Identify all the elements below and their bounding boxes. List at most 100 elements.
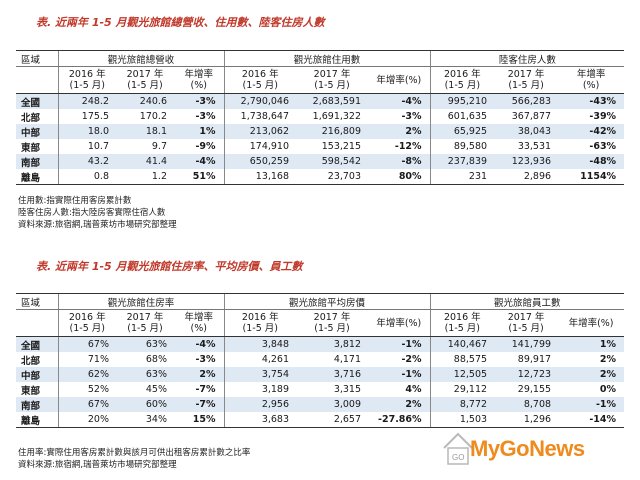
region-cell: 中部 — [16, 367, 58, 382]
rate-cell: -4% — [174, 154, 225, 169]
value-cell: 153,215 — [296, 139, 369, 154]
col-2017-header: 2017 年 (1-5 月) — [296, 66, 369, 94]
rate-cell: 1% — [174, 124, 225, 139]
region-cell: 南部 — [16, 154, 58, 169]
rate-cell: 0% — [558, 382, 625, 397]
rate-cell: 15% — [174, 412, 225, 428]
rate-cell: -4% — [368, 93, 431, 109]
value-cell: 240.6 — [116, 93, 174, 109]
value-cell: 216,809 — [296, 124, 369, 139]
table-row: 中部 62% 63% 2% 3,754 3,716 -1% 12,505 12,723 2% — [16, 367, 625, 382]
table2-body: 全國 67% 63% -4% 3,848 3,812 -1% 140,467 141,799 1%… — [16, 336, 625, 428]
rate-cell: -43% — [558, 93, 625, 109]
value-cell: 1.2 — [116, 169, 174, 185]
value-cell: 2,956 — [223, 397, 297, 412]
region-header: 區域 — [16, 293, 58, 310]
rate-cell: 80% — [368, 169, 431, 185]
rate-cell: -14% — [558, 412, 625, 428]
value-cell: 23,703 — [296, 169, 369, 185]
value-cell: 63% — [116, 367, 174, 382]
rate-cell: -7% — [174, 397, 225, 412]
table-row: 北部 71% 68% -3% 4,261 4,171 -2% 88,575 89,917 2% — [16, 352, 625, 367]
value-cell: 3,189 — [223, 382, 297, 397]
value-cell: 4,171 — [296, 352, 369, 367]
value-cell: 995,210 — [429, 93, 495, 109]
value-cell: 248.2 — [57, 93, 116, 109]
rate-cell: -63% — [558, 139, 625, 154]
group-header-revenue: 觀光旅館總營收 — [57, 50, 225, 67]
rate-cell: -3% — [174, 93, 225, 109]
region-cell: 離島 — [16, 412, 58, 428]
table2-occupancy-rate-price-staff: 區域 觀光旅館住房率 觀光旅館平均房價 觀光旅館員工數 2016 年 (1-5 月… — [16, 293, 625, 428]
value-cell: 8,772 — [429, 397, 495, 412]
empty-header-cell — [16, 66, 58, 94]
value-cell: 3,754 — [223, 367, 297, 382]
value-cell: 174,910 — [223, 139, 297, 154]
value-cell: 2,790,046 — [223, 93, 297, 109]
value-cell: 45% — [116, 382, 174, 397]
value-cell: 3,848 — [223, 336, 297, 352]
value-cell: 8,708 — [494, 397, 559, 412]
rate-cell: -39% — [558, 109, 625, 124]
note-line: 陸客住房人數:指大陸房客實際住宿人數 — [18, 208, 166, 218]
value-cell: 2,657 — [296, 412, 369, 428]
group-header-average-price: 觀光旅館平均房價 — [223, 293, 431, 310]
region-cell: 離島 — [16, 169, 58, 185]
value-cell: 237,839 — [429, 154, 495, 169]
value-cell: 1,738,647 — [223, 109, 297, 124]
rate-cell: -1% — [558, 397, 625, 412]
col-rate-header: 年增率(%) — [368, 66, 431, 94]
table-row: 離島 0.8 1.2 51% 13,168 23,703 80% 231 2,896 1154% — [16, 169, 625, 185]
table-row: 南部 43.2 41.4 -4% 650,259 598,542 -8% 237,839 123… — [16, 154, 625, 169]
note-line: 住用數:指實際住用客房累計數 — [18, 196, 132, 206]
value-cell: 2,683,591 — [296, 93, 369, 109]
col-2016-header: 2016 年 (1-5 月) — [57, 309, 116, 337]
region-cell: 東部 — [16, 382, 58, 397]
group-header-occupancy-rate: 觀光旅館住房率 — [57, 293, 225, 310]
col-2016-header: 2016 年 (1-5 月) — [223, 66, 297, 94]
rate-cell: -48% — [558, 154, 625, 169]
group-header-mainland-guests: 陸客住房人數 — [429, 50, 625, 67]
value-cell: 141,799 — [494, 336, 559, 352]
col-2016-header: 2016 年 (1-5 月) — [223, 309, 297, 337]
value-cell: 2,896 — [494, 169, 559, 185]
region-cell: 中部 — [16, 124, 58, 139]
table-row: 北部 175.5 170.2 -3% 1,738,647 1,691,322 -3% 601,… — [16, 109, 625, 124]
rate-cell: -27.86% — [368, 412, 431, 428]
value-cell: 650,259 — [223, 154, 297, 169]
table-row: 中部 18.0 18.1 1% 213,062 216,809 2% 65,925 38,043… — [16, 124, 625, 139]
value-cell: 43.2 — [57, 154, 116, 169]
table2-caption: 表. 近兩年 1-5 月觀光旅館住房率、平均房價、員工數 — [36, 260, 303, 273]
value-cell: 34% — [116, 412, 174, 428]
rate-cell: -4% — [174, 336, 225, 352]
rate-cell: 2% — [558, 352, 625, 367]
table1-caption: 表. 近兩年 1-5 月觀光旅館總營收、住用數、陸客住房人數 — [36, 16, 325, 29]
region-header: 區域 — [16, 50, 58, 67]
col-2016-header: 2016 年 (1-5 月) — [57, 66, 116, 94]
region-cell: 北部 — [16, 352, 58, 367]
col-2017-header: 2017 年 (1-5 月) — [116, 309, 174, 337]
value-cell: 41.4 — [116, 154, 174, 169]
value-cell: 12,505 — [429, 367, 495, 382]
region-cell: 北部 — [16, 109, 58, 124]
value-cell: 60% — [116, 397, 174, 412]
value-cell: 29,112 — [429, 382, 495, 397]
value-cell: 3,812 — [296, 336, 369, 352]
col-2017-header: 2017 年 (1-5 月) — [494, 66, 559, 94]
empty-header-cell — [16, 309, 58, 337]
value-cell: 10.7 — [57, 139, 116, 154]
rate-cell: -8% — [368, 154, 431, 169]
col-2016-header: 2016 年 (1-5 月) — [429, 309, 495, 337]
rate-cell: -42% — [558, 124, 625, 139]
value-cell: 68% — [116, 352, 174, 367]
region-cell: 全國 — [16, 93, 58, 109]
value-cell: 67% — [57, 336, 116, 352]
table-row: 全國 248.2 240.6 -3% 2,790,046 2,683,591 -4% 995,… — [16, 93, 625, 109]
group-header-staff: 觀光旅館員工數 — [429, 293, 625, 310]
col-rate-header: 年增率(%) — [558, 309, 625, 337]
value-cell: 65,925 — [429, 124, 495, 139]
col-2017-header: 2017 年 (1-5 月) — [296, 309, 369, 337]
group-header-occupied-rooms: 觀光旅館住用數 — [223, 50, 431, 67]
table2-notes: 住用率:實際住用客房累計數與該月可供出租客房累計數之比率 資料來源:旅宿網,瑞普… — [18, 447, 250, 471]
value-cell: 231 — [429, 169, 495, 185]
